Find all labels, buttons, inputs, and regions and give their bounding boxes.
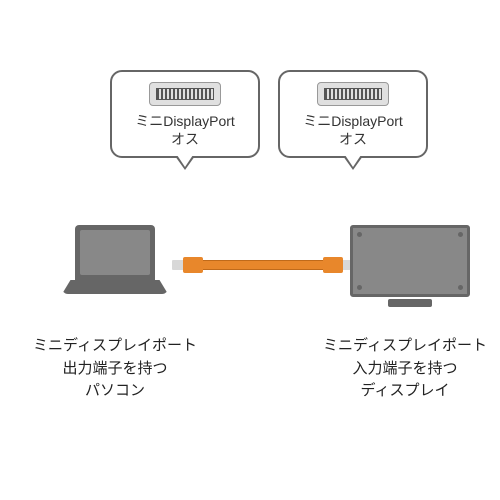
bubble-left-line1: ミニDisplayPort <box>135 113 235 129</box>
monitor-corner-dot <box>357 285 362 290</box>
mini-dp-connector-icon <box>317 82 389 106</box>
monitor-corner-dot <box>357 232 362 237</box>
cable-plug-right <box>323 257 343 273</box>
caption-right-line3: ディスプレイ <box>361 382 450 399</box>
caption-monitor: ミニディスプレイポート 入力端子を持つ ディスプレイ <box>305 335 500 403</box>
caption-right-line2: 入力端子を持つ <box>352 360 457 377</box>
monitor-screen <box>350 225 470 297</box>
laptop-screen <box>75 225 155 280</box>
bubble-right-connector: ミニDisplayPort オス <box>278 70 428 158</box>
mini-dp-cable <box>183 257 343 273</box>
caption-left-line1: ミニディスプレイポート <box>33 337 197 354</box>
cable-body <box>203 260 323 270</box>
caption-left-line3: パソコン <box>85 382 145 399</box>
connector-pins <box>156 88 214 100</box>
caption-right-line1: ミニディスプレイポート <box>323 337 487 354</box>
monitor-corner-dot <box>458 232 463 237</box>
cable-plug-left <box>183 257 203 273</box>
connector-pins <box>324 88 382 100</box>
bubble-right-line1: ミニDisplayPort <box>303 113 403 129</box>
bubble-right-line2: オス <box>339 131 367 147</box>
caption-left-line2: 出力端子を持つ <box>62 360 167 377</box>
laptop-icon <box>60 225 170 305</box>
monitor-corner-dot <box>458 285 463 290</box>
caption-laptop: ミニディスプレイポート 出力端子を持つ パソコン <box>15 335 215 403</box>
laptop-base <box>62 280 168 294</box>
mini-dp-connector-icon <box>149 82 221 106</box>
bubble-left-line2: オス <box>171 131 199 147</box>
monitor-stand <box>388 299 432 307</box>
monitor-icon <box>350 225 470 305</box>
bubble-right-label: ミニDisplayPort オス <box>294 112 412 148</box>
bubble-left-label: ミニDisplayPort オス <box>126 112 244 148</box>
bubble-left-connector: ミニDisplayPort オス <box>110 70 260 158</box>
